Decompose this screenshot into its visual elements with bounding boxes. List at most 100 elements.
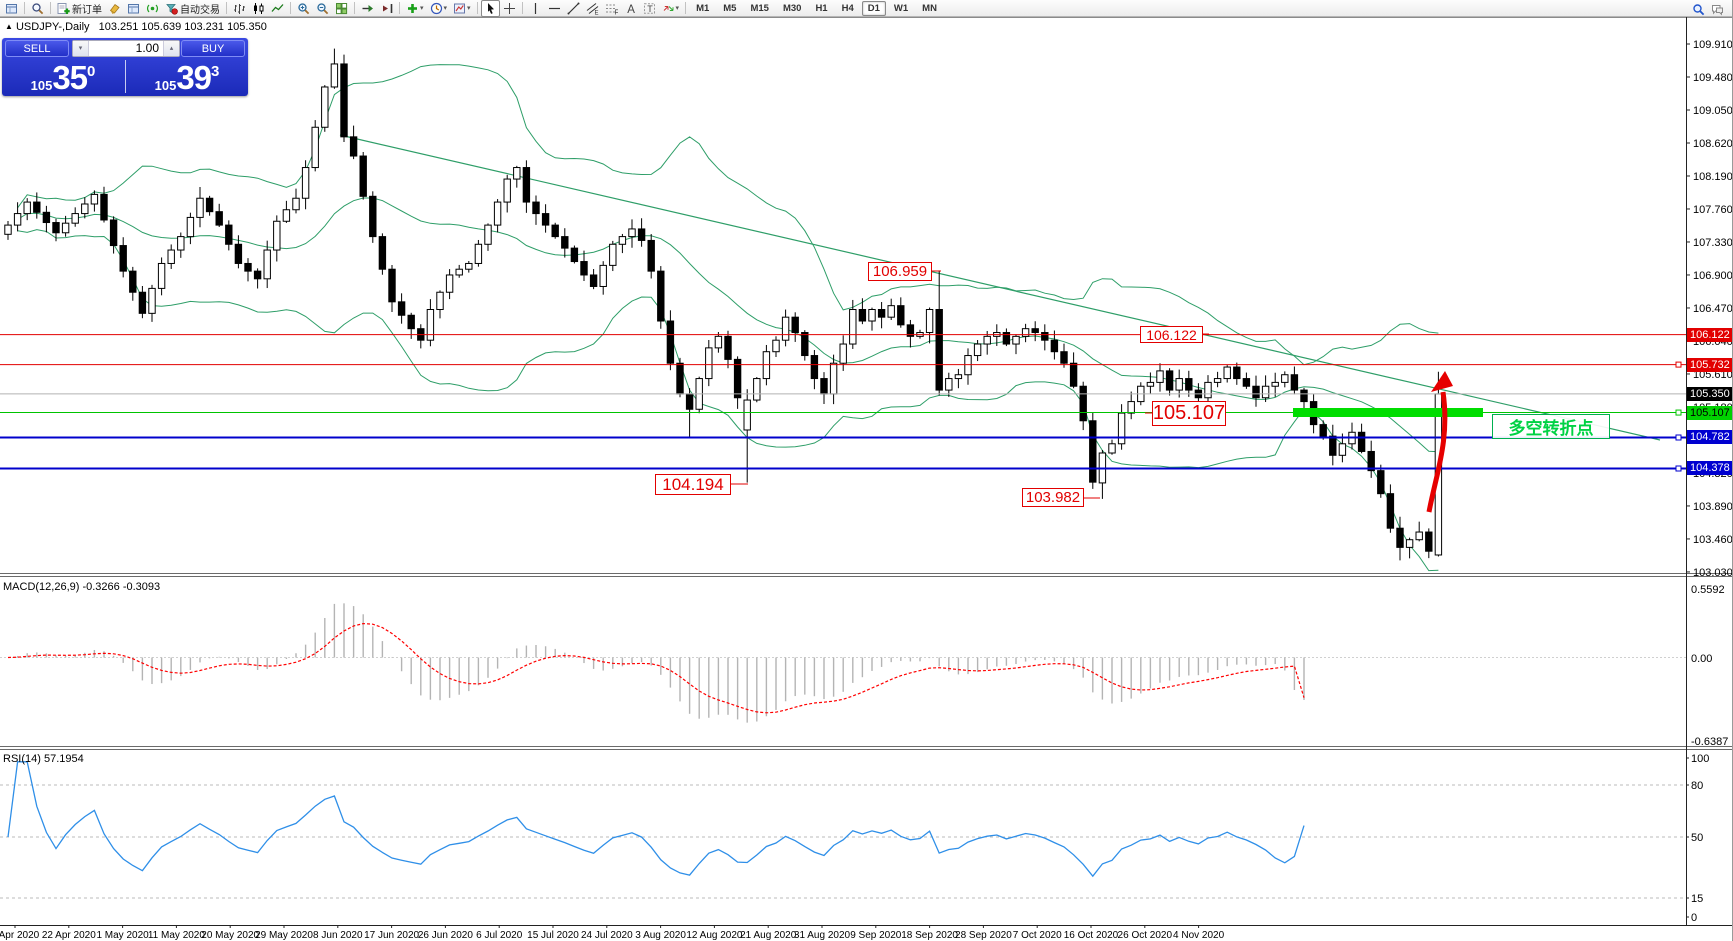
signals-button[interactable] <box>143 0 162 17</box>
august-high-callout[interactable]: 106.959 <box>868 262 932 281</box>
timeframe-m15-button[interactable]: M15 <box>750 2 769 14</box>
chart-canvas[interactable]: 109.910 109.480 109.050 108.620 108.190 107.7… <box>0 17 1733 941</box>
pivot-level-callout[interactable]: 105.107 <box>1152 401 1226 426</box>
autotrading-icon <box>166 3 178 15</box>
candle <box>628 228 636 238</box>
candlestick-mode-button[interactable] <box>249 0 268 17</box>
signals-icon <box>147 4 158 12</box>
auto-scroll-button[interactable] <box>358 0 377 17</box>
candle <box>4 224 12 235</box>
buy-button[interactable]: BUY <box>181 40 245 57</box>
candle <box>791 316 799 334</box>
sell-price-pip: 0 <box>87 63 96 80</box>
candle <box>225 224 233 245</box>
candle <box>215 211 223 226</box>
new-order-button-label: 新订单 <box>72 4 102 16</box>
template-menu-button[interactable]: ▾ <box>450 0 474 17</box>
collapse-marker-icon[interactable]: ▲ <box>5 22 13 31</box>
candle <box>378 236 387 270</box>
label-tool-button[interactable]: T <box>640 0 659 17</box>
bar-chart-mode-button[interactable] <box>230 0 249 17</box>
search-button[interactable] <box>1689 1 1708 18</box>
trendline-tool-button[interactable] <box>564 0 583 17</box>
candle <box>1261 385 1270 399</box>
timeframe-h1-button[interactable]: H1 <box>815 2 828 14</box>
zoom-out-icon <box>317 2 329 14</box>
market-watch-button[interactable] <box>124 0 143 17</box>
july-low-callout[interactable]: 104.194 <box>655 474 731 495</box>
pivot-zone-bar[interactable] <box>1293 408 1483 417</box>
cursor-tool-button[interactable] <box>480 0 500 17</box>
sell-price[interactable]: 105350 <box>2 59 124 97</box>
resistance-105732-handle[interactable] <box>1675 361 1682 368</box>
candle <box>1089 420 1097 483</box>
candle <box>33 201 41 213</box>
styler-button[interactable] <box>105 0 124 17</box>
autotrading-button[interactable]: 自动交易 <box>162 0 223 17</box>
volume-increase-button[interactable]: ▴ <box>163 41 179 56</box>
text-tool-button[interactable]: A <box>621 0 640 17</box>
chat-button[interactable] <box>1708 1 1727 18</box>
svg-text:108.620: 108.620 <box>1693 138 1733 150</box>
timeframe-w1-button[interactable]: W1 <box>893 2 909 14</box>
zoom-out-button[interactable] <box>313 0 332 17</box>
buy-price[interactable]: 105393 <box>126 59 248 97</box>
svg-text:0.5592: 0.5592 <box>1691 584 1725 596</box>
label-tool-icon: T <box>643 2 655 14</box>
candle <box>1002 332 1011 345</box>
auto-scroll-icon <box>362 4 373 12</box>
timeframe-h4-button[interactable]: H4 <box>841 2 854 14</box>
september-low-callout[interactable]: 103.982 <box>1022 488 1084 507</box>
line-chart-mode-button[interactable] <box>268 0 287 17</box>
hline-tool-button[interactable] <box>545 0 564 17</box>
fibonacci-tool-button[interactable]: F <box>602 0 621 17</box>
sell-button[interactable]: SELL <box>5 40 69 57</box>
arrows-tool-button[interactable]: ▾ <box>659 0 683 17</box>
candle <box>61 222 70 234</box>
add-indicator-button[interactable]: ▾ <box>403 0 427 17</box>
period-menu-button[interactable]: ▾ <box>427 0 451 17</box>
new-order-button[interactable]: 新订单 <box>54 0 105 17</box>
toolbar-separator <box>354 2 355 14</box>
toolbar-separator <box>521 2 523 14</box>
candle <box>753 378 761 401</box>
timeframe-m1-button[interactable]: M1 <box>696 2 710 14</box>
volume-decrease-button[interactable]: ▾ <box>73 41 89 56</box>
timeframe-mn-button[interactable]: MN <box>922 2 937 14</box>
preview-button[interactable] <box>28 0 47 17</box>
candle <box>349 136 358 157</box>
candle <box>1079 385 1087 422</box>
pivot-105107-handle[interactable] <box>1675 409 1682 416</box>
support-104378-handle[interactable] <box>1675 465 1682 472</box>
bullish-arrow[interactable] <box>1426 391 1448 513</box>
support-104782-handle[interactable] <box>1675 434 1682 441</box>
candle <box>724 335 732 360</box>
timeframe-d1-button[interactable]: D1 <box>861 0 886 16</box>
pivot-point-text-label[interactable]: 多空转折点 <box>1492 414 1610 439</box>
svg-text:103.890: 103.890 <box>1693 501 1733 513</box>
preview-icon <box>32 2 44 14</box>
timeframe-m5-button[interactable]: M5 <box>723 2 737 14</box>
vline-tool-button[interactable] <box>526 0 545 17</box>
tile-windows-button[interactable] <box>332 0 351 17</box>
svg-text:80: 80 <box>1691 780 1703 792</box>
candle <box>1290 374 1299 391</box>
main-toolbar: 新订单 自动交易 ▾ ▾ ▾ E F A T ▾ M1 M5 M15 M30 H1 H4 D1 W1 MN <box>0 0 1732 18</box>
svg-text:50: 50 <box>1691 832 1703 844</box>
indicator-window-button[interactable] <box>2 0 21 17</box>
sell-price-big: 35 <box>52 59 88 96</box>
channel-tool-icon: E <box>586 2 598 15</box>
timeframe-m30-button[interactable]: M30 <box>782 2 802 14</box>
october-level-callout[interactable]: 106.122 <box>1140 326 1203 343</box>
channel-tool-button[interactable]: E <box>583 0 602 17</box>
toolbar-buttons: 新订单 自动交易 ▾ ▾ ▾ E F A T ▾ <box>2 0 689 17</box>
crosshair-tool-button[interactable] <box>500 0 519 17</box>
candle <box>743 399 751 431</box>
zoom-in-button[interactable] <box>294 0 313 17</box>
toolbar-separator <box>290 2 291 14</box>
bb-upper <box>17 64 1439 366</box>
chart-shift-button[interactable] <box>377 0 396 17</box>
support-104782-axis-badge: 104.782 <box>1687 430 1732 445</box>
arrows-tool-icon <box>663 5 674 11</box>
volume-input[interactable]: 1.00 <box>135 41 159 55</box>
